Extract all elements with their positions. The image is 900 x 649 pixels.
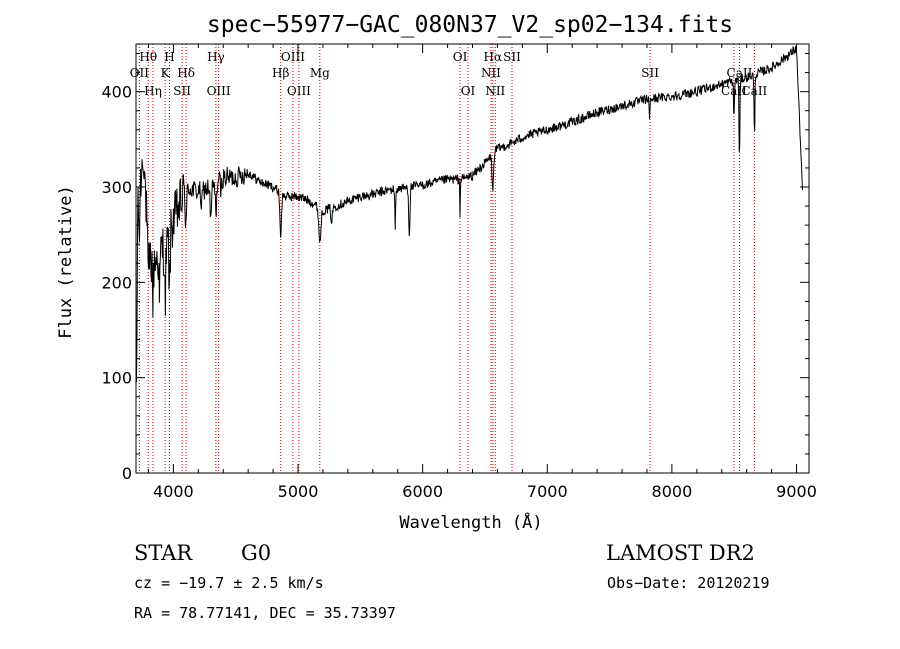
x-axis-label: Wavelength (Å) (399, 511, 542, 533)
y-tick-label: 100 (101, 369, 132, 388)
spectral-line-label: H (164, 50, 174, 64)
x-tick-label: 9000 (776, 482, 817, 501)
x-tick-label: 6000 (402, 482, 443, 501)
spectral-line-markers: HθOIIHηHKSIIHδHγOIIIOIIIHβOIIIMgOIOIHαNI… (130, 44, 768, 473)
redshift-cz: cz = −19.7 ± 2.5 km/s (134, 574, 324, 592)
plot-frame (135, 43, 810, 474)
spectral-line-label: Hη (144, 84, 162, 98)
spectral-line-label: SII (641, 66, 659, 80)
y-axis-label: Flux (relative) (56, 185, 76, 339)
x-tick-label: 4000 (153, 482, 194, 501)
spectral-line-label: OIII (207, 84, 231, 98)
spectral-line-label: NII (481, 66, 501, 80)
y-tick-label: 200 (101, 273, 132, 292)
spectral-line-label: SII (173, 84, 191, 98)
spectral-line-label: Hβ (272, 66, 289, 80)
object-subclass: G0 (241, 541, 271, 565)
ra-dec-coordinates: RA = 78.77141, DEC = 35.73397 (134, 604, 396, 622)
spectral-line-label: K (161, 66, 171, 80)
survey-name: LAMOST DR2 (606, 541, 755, 565)
spectral-line-label: CaII (741, 84, 767, 98)
spectral-line-label: Hθ (139, 50, 157, 64)
spectral-line-label: OIII (281, 50, 305, 64)
spectral-line-label: OI (461, 84, 476, 98)
spectral-line-label: Hδ (177, 66, 195, 80)
spectral-line-label: OIII (287, 84, 311, 98)
spectral-line-label: Hα (484, 50, 503, 64)
spectral-line-label: NII (485, 84, 505, 98)
y-tick-label: 400 (101, 83, 132, 102)
x-tick-label: 7000 (527, 482, 568, 501)
spectral-line-label: Mg (310, 66, 330, 80)
x-tick-label: 8000 (652, 482, 693, 501)
x-tick-label: 5000 (278, 482, 319, 501)
y-tick-label: 300 (101, 178, 132, 197)
axis-ticks: 4000 5000 6000 7000 8000 9000 0 100 200 300 400 (101, 44, 817, 501)
chart-title: spec−55977−GAC_080N37_V2_sp02−134.fits (207, 12, 733, 38)
spectral-line-label: Hγ (207, 50, 225, 64)
object-class: STAR (134, 541, 193, 565)
spectral-line-label: OI (453, 50, 468, 64)
y-tick-label: 0 (122, 464, 132, 483)
spectral-line-label: SII (503, 50, 521, 64)
spectrum-series-line (135, 45, 803, 383)
observation-date: Obs−Date: 20120219 (607, 574, 770, 592)
